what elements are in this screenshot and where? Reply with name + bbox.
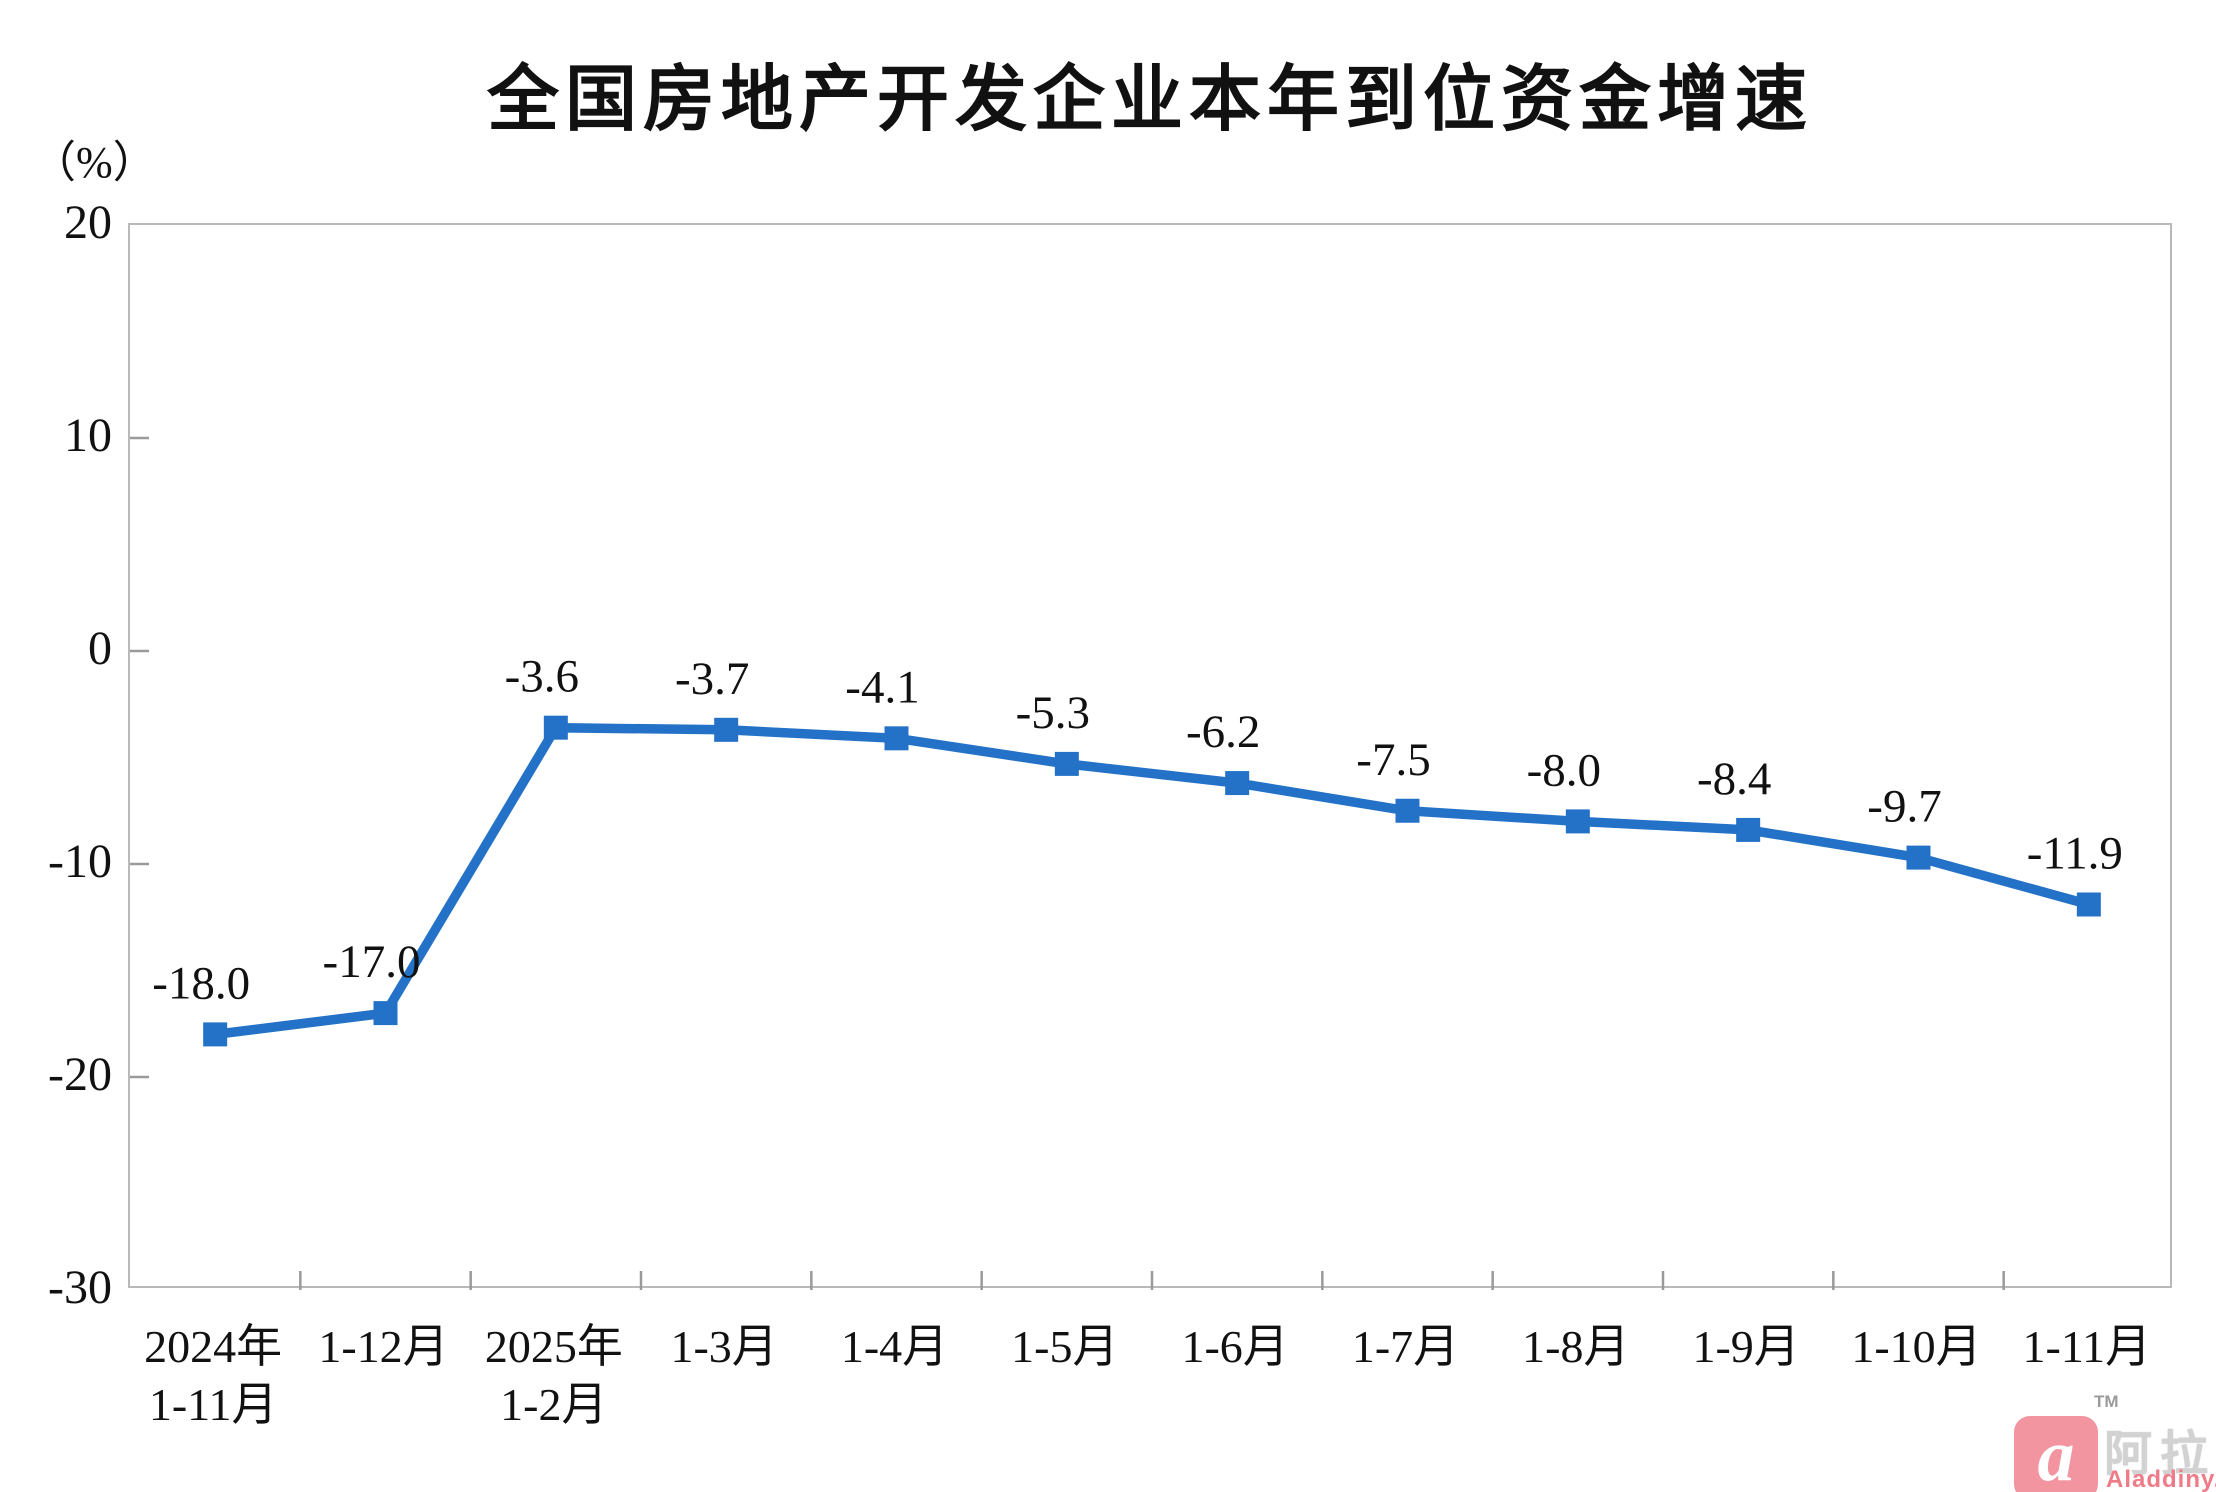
x-axis-tick-label: 1-4月 xyxy=(840,1321,949,1372)
chart-title: 全国房地产开发企业本年到位资金增速 xyxy=(486,60,1813,140)
y-axis-tick-label: 0 xyxy=(88,622,112,675)
data-point-label: -7.5 xyxy=(1356,734,1430,786)
watermark-domain: Aladdiny.com xyxy=(2106,1466,2216,1492)
line-chart-svg: -18.0 -17.0 -3.6 -3.7 -4.1 -5.3 -6.2 -7.5 -8.0 -8… xyxy=(130,436,2123,1290)
data-point-marker xyxy=(714,717,739,742)
watermark-brand-name: 阿拉丁 xyxy=(2104,1428,2216,1481)
data-point-marker xyxy=(1565,809,1590,834)
trademark-symbol: TM xyxy=(2094,1392,2119,1411)
data-point-label: -6.2 xyxy=(1186,706,1260,758)
x-axis-tick-label: 1-8月 xyxy=(1522,1321,1630,1372)
data-point-label: -3.7 xyxy=(675,653,749,705)
data-point-label: -8.0 xyxy=(1527,744,1601,796)
data-point-label: -18.0 xyxy=(152,957,250,1009)
data-point-marker xyxy=(2076,892,2101,917)
data-point-marker xyxy=(884,726,909,751)
aladdiny-logo-icon: a xyxy=(2014,1416,2098,1492)
data-point-marker xyxy=(1225,771,1250,796)
x-axis-tick-label: 1-9月 xyxy=(1692,1321,1800,1372)
data-point-label: -5.3 xyxy=(1016,687,1090,739)
x-axis-tick-label: 1-11月 xyxy=(2022,1321,2152,1372)
y-axis-tick-label: -10 xyxy=(48,835,112,888)
y-axis-tick-label: 10 xyxy=(64,409,112,462)
data-point-label: -17.0 xyxy=(323,936,421,988)
data-point-marker xyxy=(203,1022,228,1047)
data-point-marker xyxy=(1395,798,1420,823)
data-point-marker xyxy=(1054,751,1079,776)
x-axis-tick-label: 1-7月 xyxy=(1351,1321,1460,1372)
y-axis-tick-label: -20 xyxy=(48,1048,112,1101)
data-point-marker xyxy=(543,715,568,740)
x-axis-tick-label: 2025年 1-2月 xyxy=(484,1321,623,1430)
x-axis-tick-label: 1-6月 xyxy=(1181,1321,1289,1372)
x-axis-tick-label: 1-10月 xyxy=(1851,1321,1982,1372)
data-point-label: -11.9 xyxy=(2027,827,2123,879)
watermark: TM a 阿拉丁 Aladdiny.com xyxy=(2010,1392,2216,1492)
data-point-marker xyxy=(1736,817,1761,842)
data-line xyxy=(214,722,2091,1040)
data-point-label: -8.4 xyxy=(1697,753,1771,805)
y-axis-unit-label: （%） xyxy=(32,138,157,187)
data-point-label: -3.6 xyxy=(505,651,579,703)
data-point-marker xyxy=(373,1001,398,1026)
data-point-label: -9.7 xyxy=(1867,781,1941,833)
x-axis-tick-label: 1-5月 xyxy=(1011,1321,1119,1372)
x-axis-tick-label: 1-3月 xyxy=(670,1321,778,1372)
x-axis-tick-label: 2024年 1-11月 xyxy=(144,1321,283,1430)
x-axis-tick-label: 1-12月 xyxy=(318,1321,449,1372)
plot-area: -18.0 -17.0 -3.6 -3.7 -4.1 -5.3 -6.2 -7.5 -8.0 -8… xyxy=(128,223,2172,1290)
data-point-label: -4.1 xyxy=(845,661,919,713)
y-axis-tick-label: 20 xyxy=(64,196,112,249)
y-axis-tick-label: -30 xyxy=(48,1261,112,1314)
data-point-marker xyxy=(1906,845,1931,870)
